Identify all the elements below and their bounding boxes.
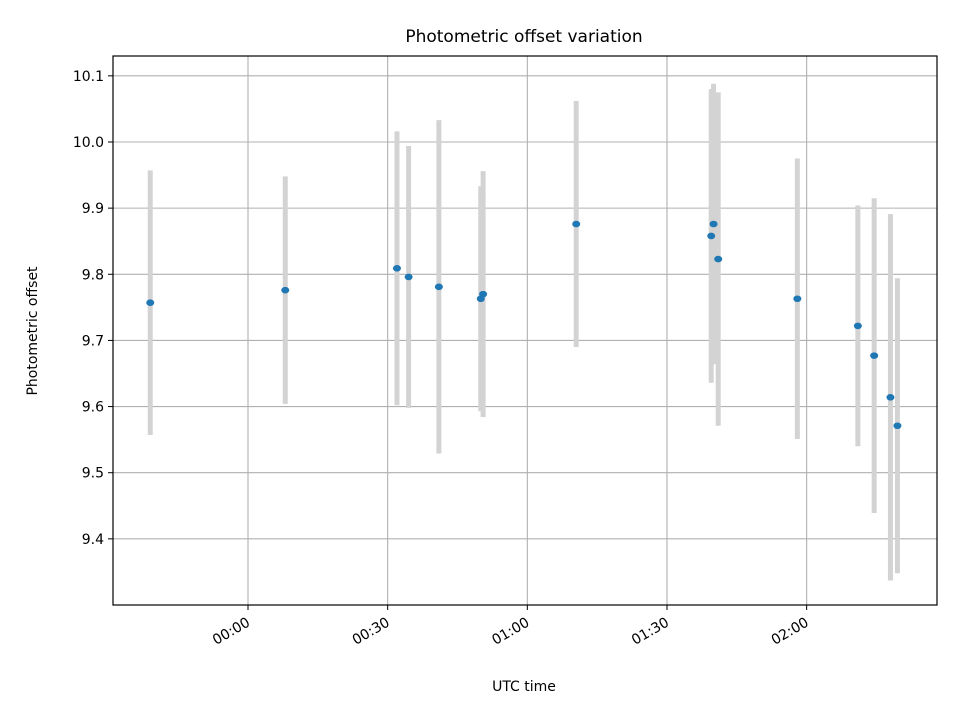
y-tick-label: 9.5 (82, 466, 104, 482)
data-point (404, 273, 413, 281)
data-point (793, 295, 802, 303)
data-point (572, 220, 581, 228)
y-tick-label: 9.4 (82, 532, 104, 548)
data-point (707, 232, 716, 240)
y-tick-label: 10.0 (73, 135, 104, 151)
plot-frame (112, 55, 938, 606)
data-point (479, 290, 488, 298)
x-axis-label: UTC time (492, 679, 556, 695)
x-tick-label: 01:30 (629, 615, 672, 649)
data-point (709, 220, 718, 228)
x-axis-ticks: 00:00 00:30 01:00 01:30 02:00 (210, 605, 812, 649)
y-tick-label: 10.1 (73, 69, 104, 85)
data-point (392, 265, 401, 272)
data-points (146, 220, 902, 430)
data-point (146, 299, 155, 307)
y-axis-ticks: 9.4 9.5 9.6 9.7 9.8 9.9 10.0 10.1 (73, 69, 113, 548)
y-tick-label: 9.8 (82, 267, 104, 283)
data-point (714, 255, 723, 263)
y-axis-label: Photometric offset (25, 266, 41, 396)
grid-lines (113, 56, 937, 605)
error-bars (147, 83, 900, 581)
plot-area (112, 55, 938, 606)
y-tick-label: 9.9 (82, 201, 104, 217)
chart-title: Photometric offset variation (405, 27, 642, 47)
x-tick-label: 02:00 (769, 615, 812, 649)
data-point (434, 283, 443, 291)
x-tick-label: 01:00 (489, 615, 532, 649)
data-point (281, 286, 290, 294)
data-point (870, 352, 879, 359)
x-tick-label: 00:30 (350, 615, 393, 649)
data-point (853, 322, 862, 330)
y-tick-label: 9.6 (82, 400, 104, 416)
data-point (893, 422, 902, 430)
data-point (886, 394, 895, 401)
x-tick-label: 00:00 (210, 615, 253, 649)
y-tick-label: 9.7 (82, 333, 104, 349)
